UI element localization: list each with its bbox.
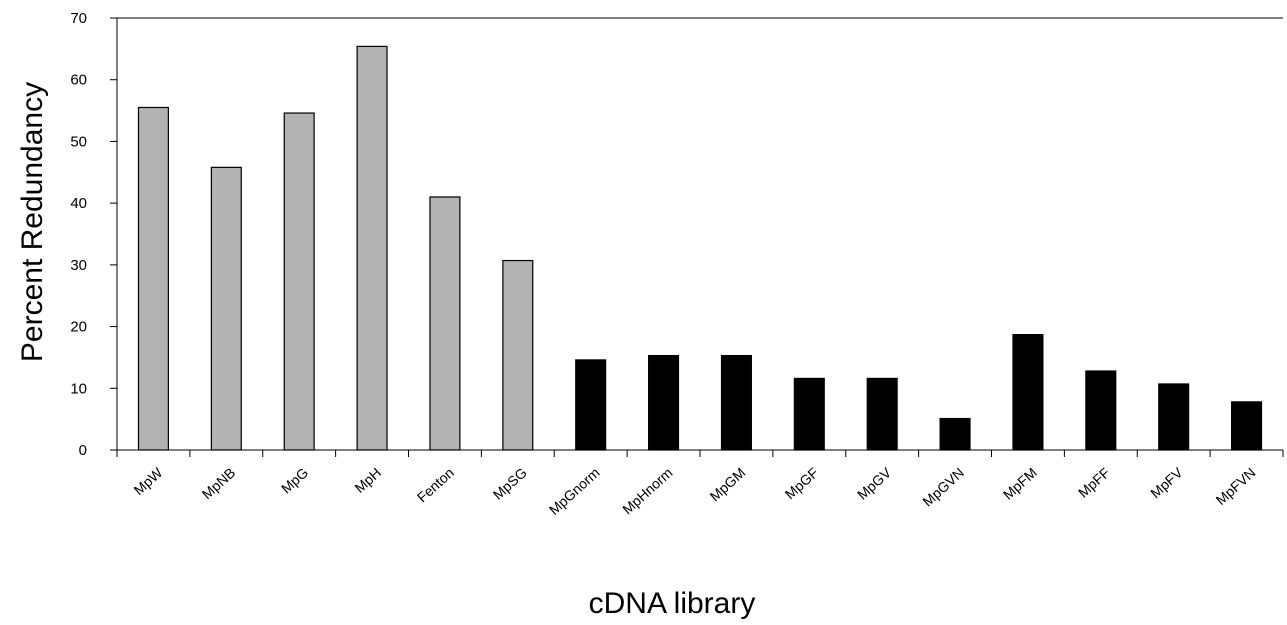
- plot-area: 0 10 20 30 40 50 60 70 MpW MpNB MpG MpH Fenton MpSG Mp…: [70, 10, 1284, 518]
- bar-mpfv: [1158, 383, 1190, 451]
- y-tick-label: 30: [70, 257, 87, 274]
- x-tick-label: MpFVN: [1213, 464, 1259, 508]
- x-tick-label: MpFF: [1075, 464, 1113, 500]
- bar-mpgv: [866, 377, 898, 451]
- bar-mpfm: [1012, 333, 1044, 451]
- x-axis-title: cDNA library: [589, 587, 756, 620]
- y-axis-title: Percent Redundancy: [16, 82, 49, 362]
- bar-mpgnorm: [575, 359, 607, 451]
- bar-mpsg: [502, 259, 534, 451]
- bar-mpgvn: [939, 417, 971, 451]
- x-tick-label: MpGF: [782, 464, 822, 502]
- x-tick-label: MpSG: [490, 464, 530, 502]
- bar-mphnorm: [648, 354, 680, 451]
- x-tick-label: Fenton: [414, 464, 457, 505]
- bar-mpg: [283, 112, 315, 451]
- x-tick-label: MpNB: [199, 464, 239, 502]
- bar-fenton: [429, 196, 461, 451]
- y-tick-label: 20: [70, 319, 87, 336]
- y-tick-label: 70: [70, 10, 87, 27]
- x-tick-label: MpW: [130, 464, 166, 498]
- y-tick-label: 10: [70, 380, 87, 397]
- x-tick-label: MpHnorm: [619, 464, 675, 517]
- bar-mpw: [137, 106, 169, 451]
- x-tick-label: MpFM: [1000, 464, 1040, 502]
- bar-mpfvn: [1231, 401, 1263, 451]
- y-tick-label: 40: [70, 195, 87, 212]
- x-tick-label: MpH: [351, 464, 384, 496]
- y-tick-label: 0: [79, 442, 87, 459]
- x-tick-label: MpFV: [1147, 464, 1186, 501]
- x-tick-label: MpGV: [854, 464, 895, 503]
- bar-mpff: [1085, 370, 1117, 451]
- y-tick-label: 50: [70, 133, 87, 150]
- y-tick-label: 60: [70, 72, 87, 89]
- x-tick-label: MpGnorm: [546, 464, 603, 518]
- bar-mph: [356, 45, 388, 451]
- bar-mpnb: [210, 166, 242, 451]
- x-tick-label: MpG: [278, 464, 311, 496]
- bar-mpgf: [793, 377, 825, 451]
- x-tick-label: MpGVN: [919, 464, 967, 509]
- bar-mpgm: [720, 354, 752, 451]
- x-tick-label: MpGM: [707, 464, 749, 504]
